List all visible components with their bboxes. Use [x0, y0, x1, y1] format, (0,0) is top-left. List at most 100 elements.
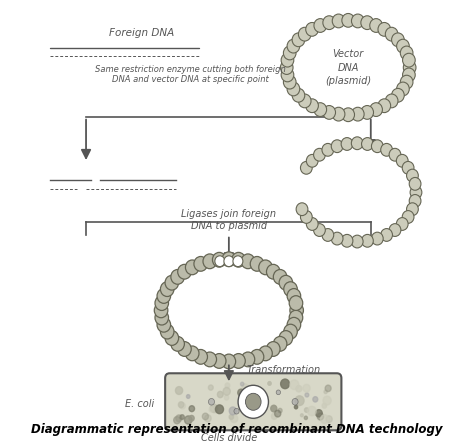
- Circle shape: [323, 396, 331, 405]
- Circle shape: [284, 324, 297, 339]
- Circle shape: [272, 413, 277, 419]
- Circle shape: [157, 317, 171, 332]
- Circle shape: [370, 19, 383, 32]
- Circle shape: [250, 256, 264, 271]
- Circle shape: [253, 405, 257, 409]
- Circle shape: [401, 75, 413, 89]
- Circle shape: [234, 409, 239, 414]
- Circle shape: [241, 352, 255, 367]
- Circle shape: [160, 282, 174, 296]
- Circle shape: [385, 27, 398, 41]
- Circle shape: [378, 99, 391, 113]
- Circle shape: [171, 270, 184, 284]
- Circle shape: [396, 218, 408, 231]
- Circle shape: [332, 107, 345, 121]
- Circle shape: [229, 407, 237, 415]
- Circle shape: [171, 336, 184, 351]
- Circle shape: [301, 414, 303, 417]
- Circle shape: [308, 406, 316, 416]
- Circle shape: [279, 275, 292, 290]
- Circle shape: [194, 256, 208, 271]
- Circle shape: [401, 46, 413, 60]
- Circle shape: [341, 235, 353, 247]
- Text: Vector
DNA
(plasmid): Vector DNA (plasmid): [325, 49, 371, 86]
- Circle shape: [256, 390, 263, 397]
- Circle shape: [301, 210, 312, 223]
- Circle shape: [238, 389, 244, 396]
- Circle shape: [157, 289, 171, 303]
- Circle shape: [281, 53, 294, 67]
- Circle shape: [155, 296, 169, 311]
- Circle shape: [246, 393, 261, 410]
- Circle shape: [324, 390, 327, 393]
- Circle shape: [397, 82, 409, 96]
- Text: Cells divide: Cells divide: [201, 433, 257, 443]
- Circle shape: [295, 396, 304, 405]
- Circle shape: [317, 413, 324, 420]
- Circle shape: [403, 61, 416, 74]
- Circle shape: [224, 256, 234, 267]
- Circle shape: [222, 252, 236, 267]
- Circle shape: [259, 260, 272, 275]
- Circle shape: [402, 68, 415, 82]
- Circle shape: [287, 289, 301, 303]
- Circle shape: [276, 390, 281, 395]
- Circle shape: [216, 405, 224, 414]
- Circle shape: [274, 410, 281, 417]
- Circle shape: [402, 210, 414, 223]
- Circle shape: [287, 317, 301, 332]
- Circle shape: [205, 415, 211, 422]
- Circle shape: [173, 417, 180, 424]
- Circle shape: [209, 408, 213, 412]
- Circle shape: [314, 103, 327, 117]
- Circle shape: [407, 203, 419, 215]
- Circle shape: [294, 405, 298, 409]
- Circle shape: [250, 409, 257, 417]
- Circle shape: [323, 16, 336, 29]
- Circle shape: [233, 256, 243, 267]
- Circle shape: [331, 140, 343, 153]
- Circle shape: [342, 108, 355, 121]
- Circle shape: [266, 264, 280, 279]
- Circle shape: [284, 282, 297, 296]
- Circle shape: [342, 13, 355, 27]
- Circle shape: [203, 352, 217, 367]
- Circle shape: [224, 395, 229, 400]
- Circle shape: [186, 395, 190, 398]
- Circle shape: [301, 162, 312, 174]
- Circle shape: [389, 148, 401, 161]
- Circle shape: [370, 103, 383, 117]
- Circle shape: [175, 387, 182, 394]
- Circle shape: [185, 260, 199, 275]
- Circle shape: [352, 14, 364, 28]
- Circle shape: [362, 235, 374, 247]
- Circle shape: [212, 354, 226, 368]
- Circle shape: [362, 138, 374, 150]
- Circle shape: [392, 33, 404, 47]
- Circle shape: [178, 264, 191, 279]
- Circle shape: [155, 310, 169, 325]
- Circle shape: [180, 415, 184, 420]
- Circle shape: [287, 82, 300, 96]
- FancyBboxPatch shape: [165, 373, 341, 430]
- Circle shape: [242, 384, 248, 390]
- Circle shape: [289, 310, 303, 325]
- Circle shape: [184, 416, 192, 424]
- Circle shape: [402, 53, 415, 67]
- Circle shape: [279, 331, 292, 345]
- Circle shape: [290, 303, 303, 318]
- Circle shape: [180, 403, 185, 409]
- Circle shape: [304, 408, 309, 413]
- Circle shape: [223, 388, 230, 395]
- Circle shape: [287, 39, 300, 53]
- Circle shape: [230, 415, 238, 423]
- Circle shape: [314, 224, 325, 236]
- Circle shape: [351, 235, 363, 248]
- Circle shape: [290, 380, 299, 390]
- Circle shape: [283, 75, 296, 89]
- Circle shape: [331, 232, 343, 245]
- Circle shape: [194, 349, 208, 364]
- Text: Diagrammatic representation of recombinant DNA technology: Diagrammatic representation of recombina…: [31, 423, 443, 436]
- Circle shape: [314, 19, 327, 32]
- Circle shape: [209, 385, 213, 390]
